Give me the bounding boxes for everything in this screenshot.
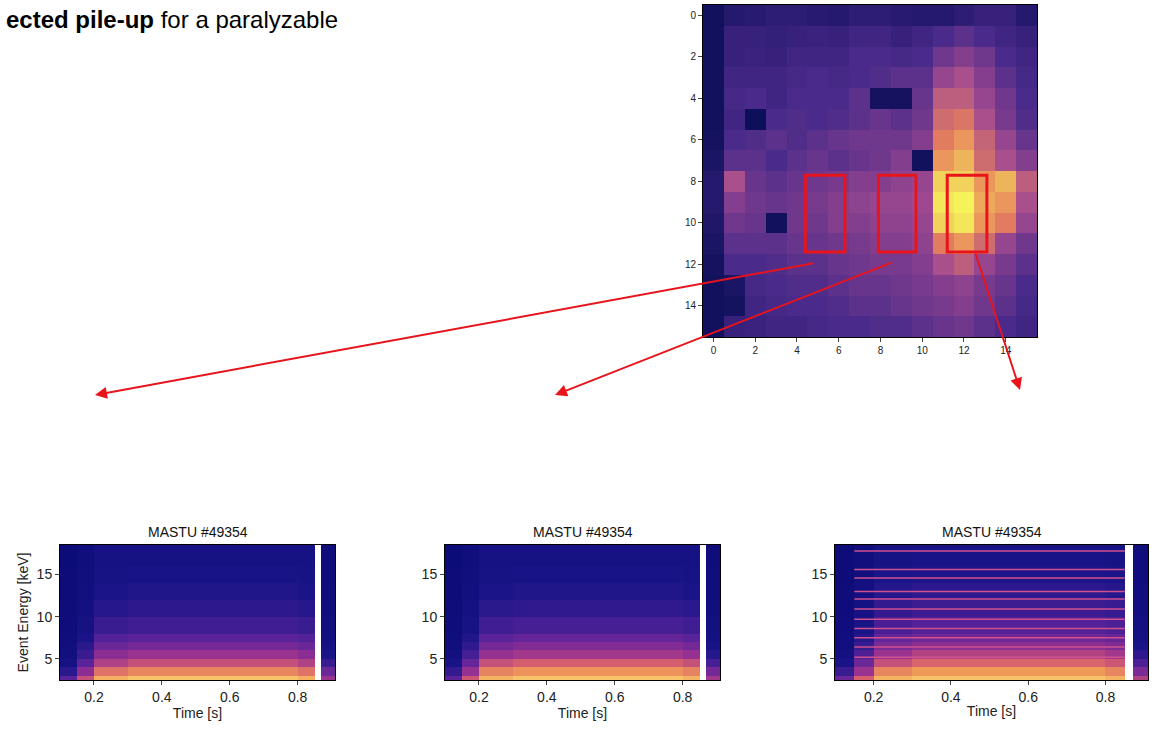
svg-text:15: 15 <box>812 566 828 582</box>
svg-text:15: 15 <box>422 566 438 582</box>
svg-text:4: 4 <box>690 93 696 104</box>
svg-text:0: 0 <box>711 345 717 356</box>
svg-text:Time [s]: Time [s] <box>967 703 1016 719</box>
svg-text:5: 5 <box>429 651 437 667</box>
svg-text:ected pile-up for a paralyzabl: ected pile-up for a paralyzable <box>6 6 338 33</box>
svg-text:0.8: 0.8 <box>1096 689 1116 705</box>
svg-text:12: 12 <box>685 259 697 270</box>
svg-text:10: 10 <box>917 345 929 356</box>
svg-text:8: 8 <box>878 345 884 356</box>
svg-text:2: 2 <box>690 51 696 62</box>
svg-text:0.8: 0.8 <box>673 689 693 705</box>
svg-text:10: 10 <box>685 217 697 228</box>
svg-text:0.6: 0.6 <box>605 689 625 705</box>
svg-text:0.2: 0.2 <box>864 689 884 705</box>
svg-text:5: 5 <box>819 651 827 667</box>
svg-text:6: 6 <box>690 134 696 145</box>
svg-text:Time [s]: Time [s] <box>558 705 607 721</box>
svg-text:14: 14 <box>1000 345 1012 356</box>
svg-text:MASTU #49354: MASTU #49354 <box>942 524 1042 540</box>
svg-text:MASTU #49354: MASTU #49354 <box>533 524 633 540</box>
svg-text:6: 6 <box>836 345 842 356</box>
svg-text:2: 2 <box>752 345 758 356</box>
svg-text:0.2: 0.2 <box>84 689 104 705</box>
svg-text:0.4: 0.4 <box>941 689 961 705</box>
svg-text:10: 10 <box>37 609 53 625</box>
svg-text:0.4: 0.4 <box>537 689 557 705</box>
svg-text:0.6: 0.6 <box>220 689 240 705</box>
svg-text:0: 0 <box>690 10 696 21</box>
svg-text:10: 10 <box>812 609 828 625</box>
svg-text:5: 5 <box>44 651 52 667</box>
svg-text:0.6: 0.6 <box>1018 689 1038 705</box>
svg-text:0.4: 0.4 <box>152 689 172 705</box>
svg-text:4: 4 <box>794 345 800 356</box>
svg-text:MASTU #49354: MASTU #49354 <box>148 524 248 540</box>
svg-text:0.8: 0.8 <box>288 689 308 705</box>
svg-text:14: 14 <box>685 300 697 311</box>
svg-text:0.2: 0.2 <box>469 689 489 705</box>
svg-text:Time [s]: Time [s] <box>173 705 222 721</box>
svg-text:Event Energy [keV]: Event Energy [keV] <box>15 553 31 673</box>
svg-text:8: 8 <box>690 176 696 187</box>
svg-text:12: 12 <box>958 345 970 356</box>
svg-text:10: 10 <box>422 609 438 625</box>
svg-text:15: 15 <box>37 566 53 582</box>
